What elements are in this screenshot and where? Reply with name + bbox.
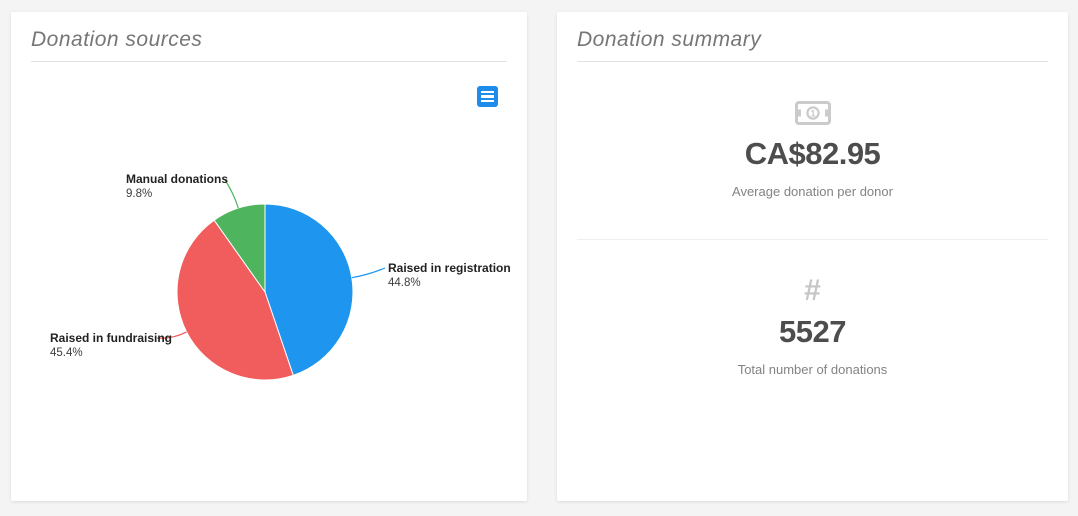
stat-value-total-donations: 5527: [779, 314, 846, 349]
hamburger-menu-icon: [481, 90, 494, 94]
pie-label-connector: [351, 267, 386, 279]
donation-sources-pie-chart[interactable]: [11, 12, 527, 501]
stats-divider: [577, 239, 1048, 240]
pie-label-raised-in-fundraising: Raised in fundraising 45.4%: [50, 331, 173, 359]
stat-total-donations: # 5527 Total number of donations: [557, 240, 1068, 378]
pie-label-manual-donations: Manual donations 9.8%: [126, 172, 228, 200]
donation-summary-card: Donation summary 1 CA$82.95 Average dona…: [557, 12, 1068, 501]
svg-text:1: 1: [810, 109, 816, 120]
donation-sources-title: Donation sources: [31, 28, 507, 62]
hash-icon: #: [804, 274, 821, 307]
pie-label-raised-in-registration: Raised in registration 44.8%: [388, 261, 511, 289]
donation-summary-title: Donation summary: [577, 28, 1048, 62]
donation-sources-chart-area: Manual donations 9.8% Raised in registra…: [11, 12, 527, 501]
stat-caption-total-donations: Total number of donations: [737, 362, 888, 377]
stat-caption-average-donation: Average donation per donor: [732, 184, 893, 199]
stat-value-average-donation: CA$82.95: [744, 136, 881, 171]
stat-average-donation: 1 CA$82.95 Average donation per donor: [557, 62, 1068, 199]
chart-context-menu-button[interactable]: [477, 86, 498, 107]
donation-sources-card: Donation sources Manual donations 9.8% R…: [11, 12, 527, 501]
money-bill-icon: 1: [557, 98, 1068, 128]
